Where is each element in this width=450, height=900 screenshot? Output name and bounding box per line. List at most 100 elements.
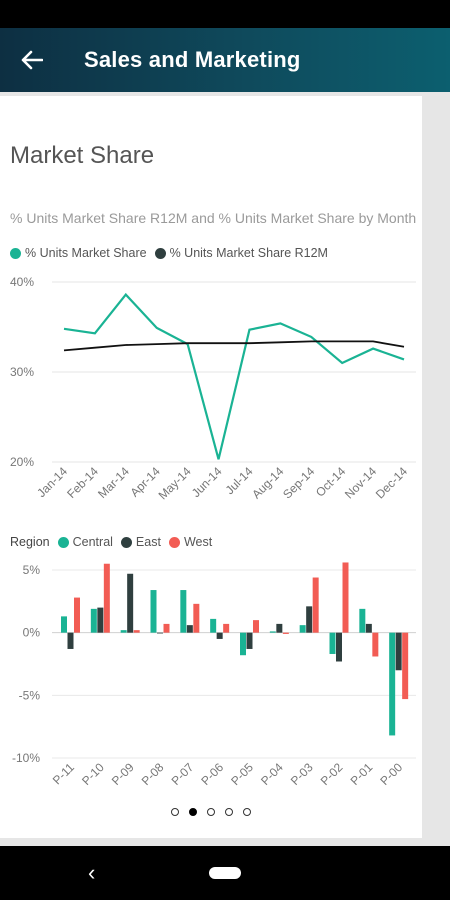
- bar-west: [163, 623, 170, 633]
- bar-central: [210, 618, 217, 633]
- bar-west: [193, 603, 200, 633]
- bar-east: [276, 623, 283, 633]
- legend-label: West: [183, 535, 213, 549]
- legend-label: % Units Market Share: [25, 246, 147, 260]
- bar-east: [365, 623, 372, 633]
- y-tick-label: 40%: [10, 275, 34, 289]
- app-bar: Sales and Marketing: [0, 28, 450, 92]
- bar-central: [299, 625, 306, 633]
- y-tick-label: 0%: [23, 626, 41, 640]
- bar-west: [103, 563, 110, 633]
- back-button[interactable]: [0, 28, 64, 92]
- page-dot-icon[interactable]: [207, 808, 215, 816]
- line-chart-subtitle: % Units Market Share R12M and % Units Ma…: [10, 210, 417, 226]
- x-tick-label: Dec-14: [373, 464, 410, 501]
- bar-west: [372, 632, 379, 657]
- x-tick-label: P-00: [377, 760, 405, 788]
- bar-central: [180, 590, 187, 633]
- bar-central: [389, 632, 396, 736]
- bar-east: [157, 632, 163, 634]
- home-pill-icon[interactable]: [209, 867, 241, 879]
- triangle-back-icon[interactable]: ‹: [88, 860, 96, 885]
- x-tick-label: P-11: [50, 760, 77, 787]
- x-tick-label: P-04: [258, 760, 286, 788]
- legend-item-west[interactable]: West: [168, 535, 213, 549]
- bar-west: [133, 630, 140, 633]
- page-title: Sales and Marketing: [84, 47, 301, 72]
- bar-east: [246, 632, 253, 649]
- legend-item-east[interactable]: East: [120, 535, 161, 549]
- bar-east: [186, 625, 193, 633]
- legend-dot-icon: [57, 536, 69, 548]
- bar-chart[interactable]: 5%0%-5%-10%P-11 P-10 P-09 P-08 P-07 P-06 P-05 P…: [0, 562, 422, 822]
- y-tick-label: 30%: [10, 365, 34, 379]
- x-tick-label: P-03: [288, 760, 316, 788]
- y-tick-label: -5%: [19, 688, 41, 702]
- legend-dot-icon: [120, 536, 132, 548]
- series-line-market-share-r12m: [63, 340, 405, 352]
- legend-label: Central: [72, 535, 113, 549]
- bar-east: [395, 632, 402, 671]
- page-dot-icon[interactable]: [225, 808, 233, 816]
- bar-east: [306, 606, 313, 633]
- arrow-left-icon: [21, 50, 43, 70]
- bar-central: [329, 632, 336, 654]
- bar-central: [150, 590, 157, 633]
- x-tick-label: P-09: [109, 760, 137, 788]
- x-tick-label: Aug-14: [249, 464, 286, 501]
- x-tick-label: Feb-14: [64, 464, 101, 501]
- legend-dot-icon: [168, 536, 180, 548]
- x-tick-label: Oct-14: [313, 464, 349, 500]
- page-dot-icon[interactable]: [189, 808, 197, 816]
- x-tick-label: Jan-14: [34, 464, 70, 500]
- legend-label: East: [135, 535, 161, 549]
- bar-west: [312, 577, 319, 633]
- x-tick-label: P-02: [318, 760, 346, 788]
- status-bar: [0, 0, 450, 28]
- legend-dot-icon: [154, 247, 166, 259]
- bar-east: [67, 632, 74, 649]
- legend-item-market-share[interactable]: % Units Market Share: [10, 246, 147, 260]
- x-tick-label: P-06: [198, 760, 226, 788]
- content-area: Market Share % Units Market Share R12M a…: [0, 92, 450, 846]
- page-dot-icon[interactable]: [171, 808, 179, 816]
- card-title: Market Share: [10, 142, 155, 169]
- x-tick-label: P-08: [139, 760, 167, 788]
- legend-item-central[interactable]: Central: [57, 535, 113, 549]
- legend-dot-icon: [10, 247, 21, 259]
- x-tick-label: P-07: [169, 760, 197, 788]
- bar-central: [61, 616, 67, 633]
- line-chart-legend: % Units Market Share % Units Market Shar…: [10, 246, 336, 260]
- bar-east: [336, 632, 342, 662]
- y-tick-label: 5%: [23, 563, 41, 577]
- x-tick-label: May-14: [156, 464, 194, 502]
- market-share-card: Market Share % Units Market Share R12M a…: [0, 96, 422, 838]
- x-tick-label: P-01: [348, 760, 376, 788]
- line-chart[interactable]: 40%30%20%Jan-14Feb-14Mar-14Apr-14May-14J…: [0, 272, 422, 502]
- series-line-market-share: [63, 292, 405, 460]
- x-tick-label: P-10: [79, 760, 107, 788]
- bar-east: [97, 607, 104, 633]
- y-tick-label: 20%: [10, 455, 34, 469]
- bar-central: [359, 608, 366, 633]
- page-indicator: [0, 808, 422, 824]
- page-dot-icon[interactable]: [243, 808, 251, 816]
- bar-chart-legend: Region Central East West: [10, 535, 220, 549]
- bar-east: [127, 573, 134, 633]
- bar-west: [342, 562, 349, 633]
- bar-west: [253, 620, 259, 633]
- y-tick-label: -10%: [12, 751, 40, 765]
- bar-central: [269, 631, 276, 633]
- legend-title: Region: [10, 535, 50, 549]
- bar-west: [74, 597, 80, 633]
- x-tick-label: Jun-14: [189, 464, 225, 500]
- x-tick-label: P-05: [228, 760, 256, 788]
- bar-east: [216, 632, 223, 639]
- bar-central: [90, 608, 97, 633]
- bar-central: [240, 632, 246, 656]
- legend-item-market-share-r12m[interactable]: % Units Market Share R12M: [154, 246, 328, 260]
- bar-west: [282, 632, 289, 634]
- system-nav-bar: ‹: [0, 846, 450, 900]
- x-tick-label: Nov-14: [342, 464, 379, 501]
- bar-central: [120, 630, 127, 633]
